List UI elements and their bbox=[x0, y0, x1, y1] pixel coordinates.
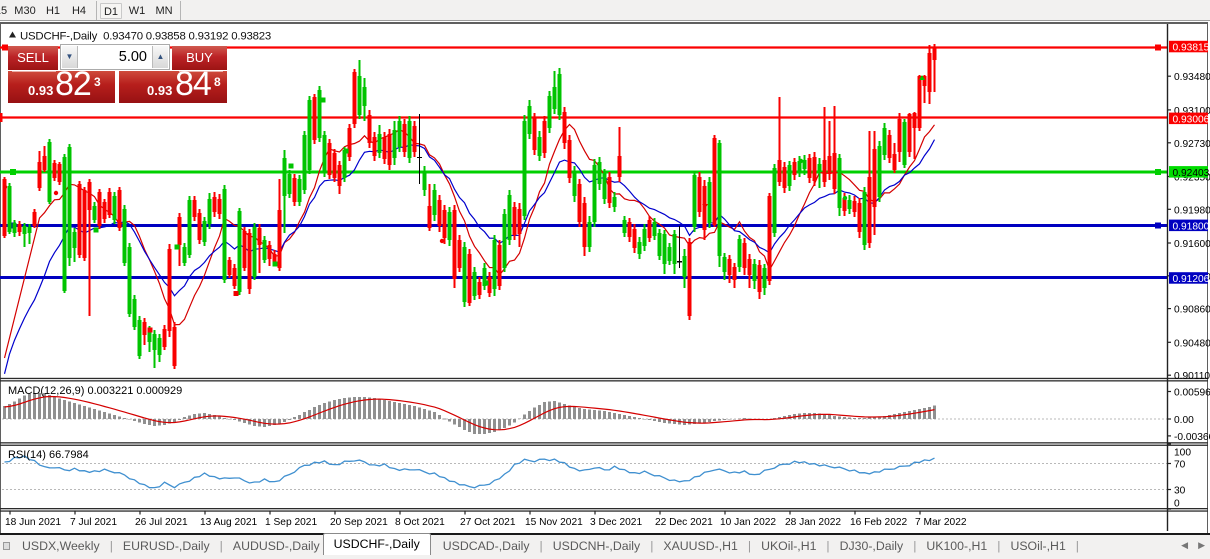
svg-text:0.93006: 0.93006 bbox=[1173, 114, 1210, 125]
svg-text:0.91206: 0.91206 bbox=[1173, 274, 1210, 285]
svg-text:18 Jun 2021: 18 Jun 2021 bbox=[5, 517, 61, 528]
svg-text:13 Aug 2021: 13 Aug 2021 bbox=[200, 517, 258, 528]
svg-text:0.90480: 0.90480 bbox=[1174, 338, 1210, 349]
svg-text:RSI(14) 66.7984: RSI(14) 66.7984 bbox=[8, 449, 89, 461]
svg-text:-0.003664: -0.003664 bbox=[1174, 432, 1210, 443]
svg-text:0.90860: 0.90860 bbox=[1174, 305, 1210, 316]
svg-text:0.00: 0.00 bbox=[1174, 415, 1194, 426]
svg-text:0.90110: 0.90110 bbox=[1174, 371, 1210, 382]
svg-text:30: 30 bbox=[1174, 486, 1186, 497]
svg-text:0.91800: 0.91800 bbox=[1173, 221, 1210, 232]
svg-text:8 Oct 2021: 8 Oct 2021 bbox=[395, 517, 445, 528]
svg-text:28 Jan 2022: 28 Jan 2022 bbox=[785, 517, 841, 528]
svg-text:27 Oct 2021: 27 Oct 2021 bbox=[460, 517, 516, 528]
svg-text:10 Jan 2022: 10 Jan 2022 bbox=[720, 517, 776, 528]
svg-text:0.91600: 0.91600 bbox=[1174, 239, 1210, 250]
svg-text:7 Jul 2021: 7 Jul 2021 bbox=[70, 517, 117, 528]
svg-text:16 Feb 2022: 16 Feb 2022 bbox=[850, 517, 908, 528]
svg-text:0: 0 bbox=[1174, 499, 1180, 510]
svg-text:15 Nov 2021: 15 Nov 2021 bbox=[525, 517, 583, 528]
svg-text:MACD(12,26,9) 0.003221 0.00092: MACD(12,26,9) 0.003221 0.000929 bbox=[8, 385, 182, 397]
svg-text:0.92403: 0.92403 bbox=[1173, 168, 1210, 179]
svg-text:0.005963: 0.005963 bbox=[1174, 388, 1210, 399]
svg-text:1 Sep 2021: 1 Sep 2021 bbox=[265, 517, 317, 528]
svg-text:0.91980: 0.91980 bbox=[1174, 205, 1210, 216]
svg-text:26 Jul 2021: 26 Jul 2021 bbox=[135, 517, 188, 528]
svg-text:70: 70 bbox=[1174, 460, 1186, 471]
svg-text:3 Dec 2021: 3 Dec 2021 bbox=[590, 517, 642, 528]
svg-text:0.92350: 0.92350 bbox=[1174, 173, 1210, 184]
svg-text:20 Sep 2021: 20 Sep 2021 bbox=[330, 517, 388, 528]
svg-text:7 Mar 2022: 7 Mar 2022 bbox=[915, 517, 967, 528]
svg-text:22 Dec 2021: 22 Dec 2021 bbox=[655, 517, 713, 528]
svg-text:100: 100 bbox=[1174, 448, 1191, 459]
svg-text:0.93815: 0.93815 bbox=[1173, 43, 1210, 54]
svg-text:USDCHF-,Daily 0.93470 0.93858: USDCHF-,Daily 0.93470 0.93858 0.93192 0.… bbox=[20, 31, 271, 43]
svg-text:0.93100: 0.93100 bbox=[1174, 106, 1210, 117]
svg-text:0.92730: 0.92730 bbox=[1174, 139, 1210, 150]
svg-text:0.93480: 0.93480 bbox=[1174, 72, 1210, 83]
